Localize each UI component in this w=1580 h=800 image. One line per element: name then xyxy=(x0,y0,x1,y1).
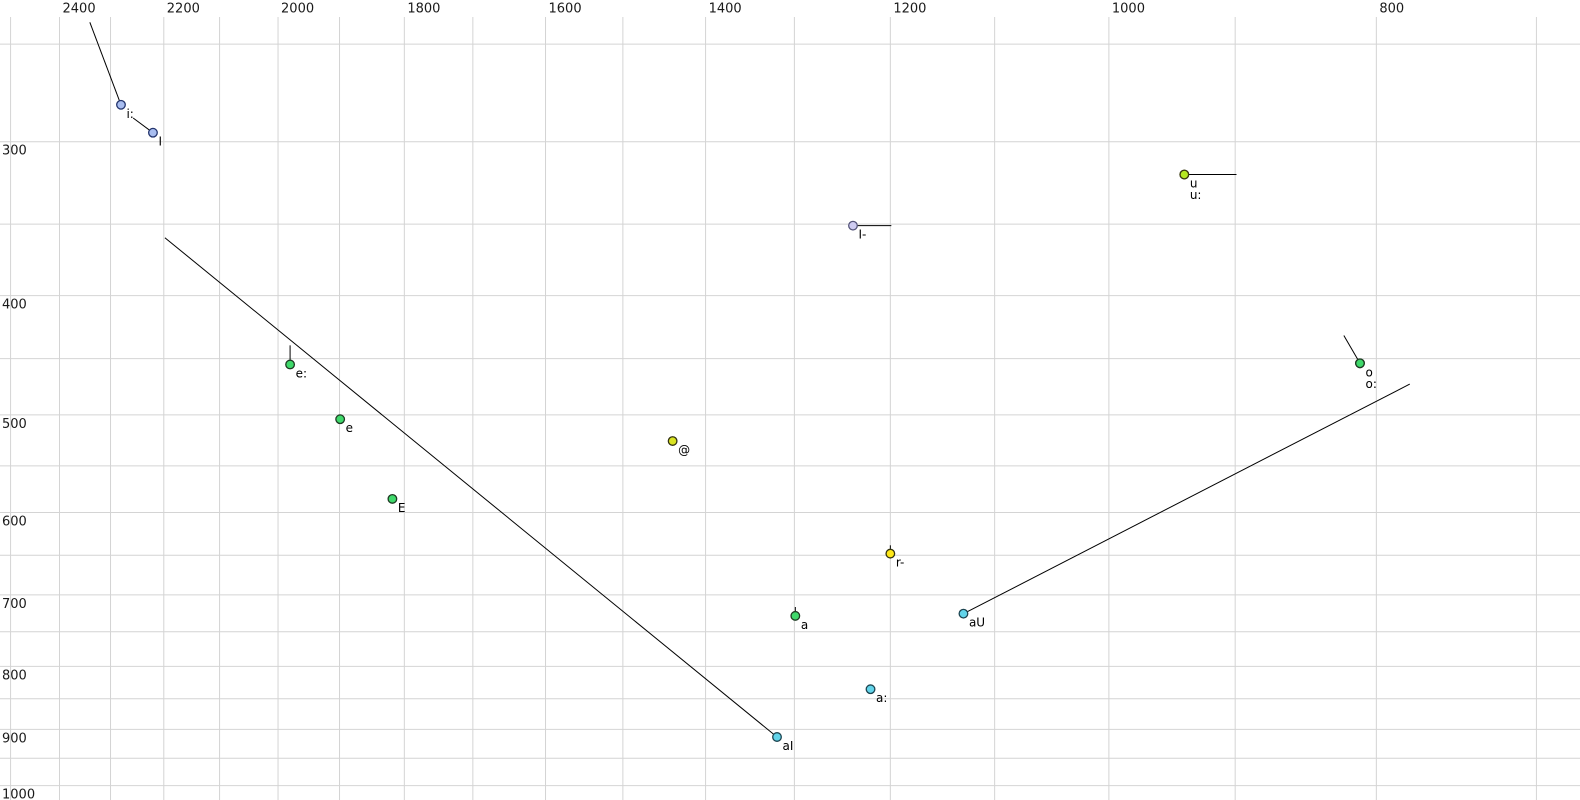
vowel-point-label: i: xyxy=(126,107,133,121)
glide-trajectory-line xyxy=(963,383,1411,615)
vowel-point-label: I- xyxy=(858,228,866,242)
vowel-point-marker[interactable] xyxy=(285,359,296,370)
x-axis-tick-label: 1000 xyxy=(1112,2,1145,17)
x-axis-tick-label: 1400 xyxy=(709,2,742,17)
x-axis-tick-label: 1200 xyxy=(893,2,926,17)
vowel-point-label: aU xyxy=(969,616,985,630)
vowel-point-marker[interactable] xyxy=(1179,169,1190,180)
vowel-point-label: e xyxy=(346,421,353,435)
vowel-point-marker[interactable] xyxy=(116,99,126,110)
y-axis-tick-label: 300 xyxy=(2,144,27,159)
vowel-point-marker[interactable] xyxy=(885,548,896,559)
y-axis-tick-label: 500 xyxy=(2,417,27,432)
y-axis-tick-label: 800 xyxy=(2,668,27,683)
vowel-point-marker[interactable] xyxy=(772,732,782,742)
vowel-point-label: o xyxy=(1365,365,1372,379)
y-axis-tick-label: 700 xyxy=(2,597,27,612)
vowel-point-label: e: xyxy=(296,366,307,380)
x-axis-tick-label: 800 xyxy=(1379,2,1404,17)
x-axis-tick-label: 2000 xyxy=(281,2,314,17)
x-axis-tick-label: 1800 xyxy=(407,2,440,17)
vowel-point-label: @ xyxy=(678,443,690,457)
vowel-point-marker[interactable] xyxy=(1355,358,1365,369)
vowel-point-label: I xyxy=(158,135,162,149)
vowel-point-label: E xyxy=(398,501,406,515)
x-axis-tick-label: 1600 xyxy=(549,2,582,17)
y-axis-tick-label: 900 xyxy=(2,731,27,746)
vowel-point-marker[interactable] xyxy=(335,414,346,425)
vowel-point-label: aI xyxy=(783,739,794,753)
vowel-point-label: o: xyxy=(1365,377,1376,391)
vowel-point-label: r- xyxy=(896,556,905,570)
y-axis-tick-label: 400 xyxy=(2,298,27,313)
vowel-point-marker[interactable] xyxy=(667,436,678,446)
glide-trajectory-line xyxy=(89,22,122,105)
vowel-point-label: u xyxy=(1190,177,1198,191)
glide-trajectory-line xyxy=(1343,335,1361,364)
y-axis-tick-label: 1000 xyxy=(2,788,35,800)
vowel-point-label: a xyxy=(801,618,808,632)
x-axis-tick-label: 2400 xyxy=(63,2,96,17)
vowel-point-label: a: xyxy=(876,691,887,705)
vowel-point-label: u: xyxy=(1190,188,1202,202)
vowel-point-marker[interactable] xyxy=(147,127,158,138)
vowel-point-marker[interactable] xyxy=(865,684,876,695)
vowel-point-marker[interactable] xyxy=(958,608,969,619)
x-axis-tick-label: 2200 xyxy=(167,2,200,17)
vowel-point-marker[interactable] xyxy=(790,610,801,621)
vowel-point-marker[interactable] xyxy=(848,220,858,231)
vowel-point-marker[interactable] xyxy=(387,493,398,504)
y-axis-tick-label: 600 xyxy=(2,514,27,529)
glide-trajectory-line xyxy=(164,237,778,738)
